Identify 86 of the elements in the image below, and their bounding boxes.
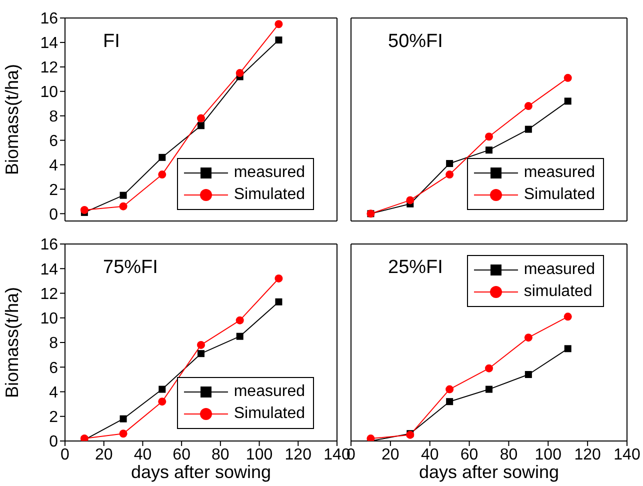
point <box>446 385 454 394</box>
point <box>119 202 128 210</box>
x-tick-label: 80 <box>212 446 230 464</box>
y-tick-label: 16 <box>40 236 58 254</box>
point <box>120 415 127 422</box>
point <box>564 312 572 321</box>
y-tick-label: 8 <box>49 108 58 126</box>
point <box>275 36 282 44</box>
x-tick-label: 40 <box>134 446 152 464</box>
y-tick-label: 0 <box>49 206 58 224</box>
y-tick-label: 10 <box>40 84 58 102</box>
point <box>236 69 244 78</box>
y-tick-label: 4 <box>49 157 58 174</box>
point <box>158 170 166 179</box>
x-tick-label: 80 <box>500 446 518 464</box>
point <box>485 364 493 372</box>
y-axis-title: Biomass(t/ha) <box>2 286 24 398</box>
y-tick-label: 10 <box>40 310 58 328</box>
y-tick-label: 12 <box>40 286 58 303</box>
legend-label: Simulated <box>234 404 305 424</box>
point <box>120 192 127 199</box>
point <box>485 132 493 141</box>
point <box>446 170 454 179</box>
point <box>486 386 492 393</box>
point <box>197 114 205 122</box>
text: 50%FI <box>388 31 443 53</box>
point <box>524 334 532 342</box>
y-tick-label: 6 <box>49 132 58 150</box>
y-tick-label: 8 <box>49 335 58 352</box>
legend-label: measured <box>234 163 305 183</box>
point <box>564 98 572 105</box>
y-tick-label: 14 <box>40 35 58 52</box>
text: FI <box>103 31 120 53</box>
point <box>524 371 532 378</box>
y-tick-label: 0 <box>49 434 58 451</box>
x-tick-label: 60 <box>172 446 191 464</box>
x-tick-label: 100 <box>534 446 562 464</box>
x-tick-label: 140 <box>614 446 640 464</box>
point <box>198 122 204 130</box>
point <box>158 154 166 161</box>
legend-label: measured <box>524 163 595 183</box>
point <box>406 196 414 204</box>
point <box>197 340 205 349</box>
x-tick-label: 60 <box>460 446 478 464</box>
y-tick-label: 2 <box>49 409 58 426</box>
x-axis-title: days after sowing <box>130 462 272 482</box>
legend-label: simulated <box>524 282 592 302</box>
point <box>236 316 244 324</box>
point <box>119 430 128 438</box>
y-tick-label: 16 <box>40 10 58 28</box>
x-tick-label: 100 <box>246 446 273 464</box>
x-tick-label: 120 <box>574 446 602 464</box>
point <box>274 20 283 28</box>
point <box>274 274 283 282</box>
point <box>198 350 204 358</box>
point <box>486 146 492 154</box>
y-tick-label: 12 <box>40 60 58 77</box>
x-axis-title: days after sowing <box>418 462 560 482</box>
y-tick-label: 4 <box>49 384 58 402</box>
point <box>524 102 532 110</box>
point <box>275 298 282 306</box>
y-tick-label: 6 <box>49 360 58 377</box>
point <box>524 126 532 133</box>
y-tick-label: 14 <box>40 261 58 278</box>
point <box>80 206 88 214</box>
point <box>564 74 572 82</box>
y-axis-title: Biomass(t/ha) <box>2 64 24 176</box>
y-tick-label: 2 <box>49 182 58 199</box>
legend-label: Simulated <box>234 185 305 205</box>
x-tick-label: 20 <box>94 446 113 464</box>
point <box>236 332 244 340</box>
point <box>158 398 166 406</box>
point <box>158 386 166 393</box>
legend-label: Simulated <box>524 185 595 205</box>
text: 75%FI <box>103 257 158 279</box>
x-tick-label: 0 <box>60 446 70 464</box>
x-tick-label: 40 <box>420 446 439 464</box>
point <box>366 434 375 441</box>
x-tick-label: 120 <box>284 446 312 464</box>
x-tick-label: 20 <box>382 446 400 464</box>
text: 25%FI <box>388 257 443 279</box>
point <box>446 398 454 406</box>
point <box>446 160 454 168</box>
point <box>564 345 572 352</box>
legend-label: measured <box>524 260 595 280</box>
legend-label: measured <box>234 382 305 402</box>
